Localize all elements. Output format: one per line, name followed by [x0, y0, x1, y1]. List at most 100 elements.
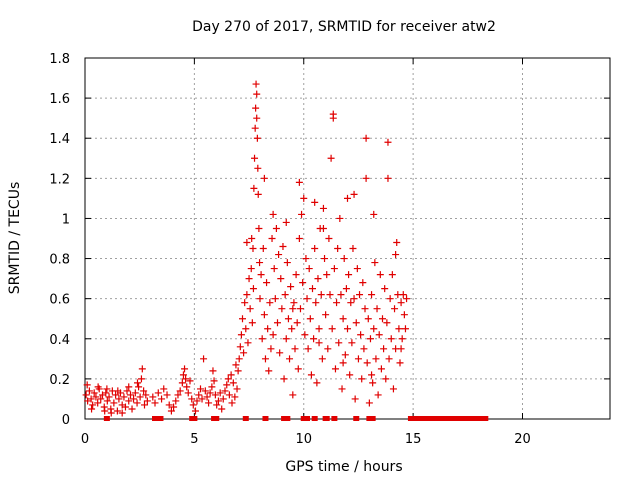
data-point [296, 305, 304, 313]
data-point [396, 359, 404, 367]
data-point [379, 315, 386, 323]
data-point [384, 138, 392, 146]
data-point [309, 285, 316, 293]
data-point [189, 401, 197, 409]
data-point [219, 395, 227, 403]
data-point [362, 134, 370, 142]
y-tick-label: 0.2 [49, 373, 70, 388]
data-point [321, 255, 329, 263]
data-point [291, 345, 299, 353]
data-point [337, 291, 345, 299]
data-point [252, 80, 260, 88]
data-point [103, 397, 111, 405]
data-point [322, 311, 330, 319]
data-point [178, 379, 186, 387]
data-point [277, 275, 285, 283]
data-point [352, 319, 360, 327]
data-point [385, 355, 393, 363]
data-point [388, 271, 396, 279]
data-point [261, 355, 269, 363]
y-tick-label: 0.6 [49, 293, 70, 308]
data-point [268, 235, 276, 242]
data-point [188, 395, 196, 403]
data-point [113, 407, 121, 415]
data-point [201, 387, 209, 395]
data-point [307, 371, 315, 379]
data-point [134, 379, 141, 387]
data-point [369, 379, 377, 387]
data-point [304, 345, 312, 353]
data-point [363, 359, 371, 367]
data-point [264, 325, 272, 333]
data-point [237, 331, 245, 339]
data-point [244, 339, 252, 347]
data-point [364, 315, 372, 323]
data-point [302, 255, 310, 263]
data-point [335, 339, 343, 347]
data-point [366, 335, 374, 343]
data-point [90, 389, 98, 397]
data-point [246, 305, 254, 313]
data-point [269, 331, 277, 339]
data-point [256, 295, 264, 303]
zero-data-point [477, 416, 484, 421]
data-point [340, 255, 348, 263]
data-point [350, 190, 358, 198]
data-point [253, 114, 261, 122]
data-point [105, 393, 113, 401]
zero-data-point [311, 416, 318, 421]
data-point [344, 325, 351, 333]
data-point [338, 385, 346, 393]
data-point [143, 397, 151, 405]
data-point [197, 385, 204, 393]
data-point [136, 393, 144, 401]
data-point [231, 393, 239, 401]
data-point [324, 345, 332, 353]
data-point [256, 259, 264, 267]
zero-data-point [438, 416, 445, 421]
y-tick-label: 1.2 [49, 172, 70, 187]
data-point [359, 279, 367, 287]
data-point [252, 104, 260, 112]
data-point [92, 393, 100, 401]
data-point [301, 331, 309, 339]
data-point [257, 271, 265, 279]
data-point [229, 379, 237, 387]
data-point [243, 239, 251, 247]
data-point [311, 198, 319, 206]
zero-data-point [473, 416, 480, 421]
data-point [249, 285, 257, 293]
data-point [284, 315, 292, 323]
data-point [303, 295, 311, 303]
zero-data-point [304, 416, 311, 421]
zero-data-point [482, 416, 489, 421]
zero-data-point [425, 416, 432, 421]
data-point [287, 283, 295, 291]
data-point [102, 389, 110, 397]
data-point [345, 271, 353, 279]
data-point [140, 387, 148, 395]
data-point [292, 271, 300, 279]
zero-data-point [323, 416, 330, 421]
data-point [163, 391, 171, 399]
x-axis-label: GPS time / hours [285, 459, 402, 475]
data-point [290, 299, 298, 307]
data-point [289, 391, 297, 399]
data-point [232, 361, 240, 369]
data-point [243, 291, 251, 299]
data-point [339, 315, 347, 323]
data-point [233, 385, 241, 393]
data-point [362, 174, 370, 182]
data-point [263, 279, 271, 287]
data-point [88, 405, 96, 413]
data-point [330, 265, 338, 273]
data-point [120, 393, 128, 401]
data-point [182, 375, 190, 383]
data-point [312, 299, 320, 307]
data-point [399, 291, 407, 299]
x-tick-label: 0 [81, 432, 89, 447]
data-point [251, 154, 259, 162]
data-point [401, 325, 409, 333]
data-point [114, 387, 122, 395]
data-point [250, 184, 258, 192]
